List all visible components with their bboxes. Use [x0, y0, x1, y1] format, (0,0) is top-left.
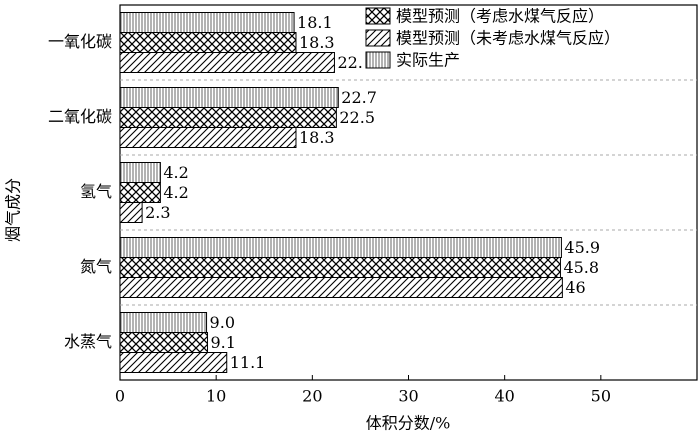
- legend-label: 实际生产: [396, 51, 460, 70]
- legend-label: 模型预测（未考虑水煤气反应）: [396, 29, 620, 48]
- data-label: 45.9: [564, 238, 600, 257]
- data-label: 2.3: [145, 203, 170, 222]
- bar: [119, 277, 563, 298]
- data-label: 18.3: [299, 33, 335, 52]
- bar: [119, 52, 335, 73]
- y-tick-label: 二氧化碳: [48, 107, 112, 126]
- y-tick-label: 氢气: [80, 182, 112, 201]
- legend-swatch: [365, 7, 391, 25]
- bar: [119, 312, 208, 333]
- y-tick-label: 一氧化碳: [48, 32, 112, 51]
- bar: [119, 182, 161, 203]
- bar: [119, 87, 339, 108]
- x-tick-label: 20: [302, 387, 322, 406]
- bar: [119, 352, 228, 373]
- bar: [119, 202, 143, 223]
- data-label: 4.2: [163, 183, 188, 202]
- data-label: 4.2: [163, 163, 188, 182]
- data-label: 22.5: [339, 108, 375, 127]
- data-label: 22.7: [341, 88, 377, 107]
- data-label: 9.0: [210, 313, 235, 332]
- y-tick-label: 水蒸气: [64, 332, 112, 351]
- legend-swatch: [365, 51, 391, 69]
- x-axis-title: 体积分数/%: [366, 414, 451, 433]
- bar: [119, 332, 209, 353]
- data-label: 46: [565, 278, 585, 297]
- legend-swatch: [365, 29, 391, 47]
- bar: [119, 257, 561, 278]
- bar: [119, 107, 337, 128]
- data-label: 45.8: [563, 258, 599, 277]
- bar: [119, 32, 297, 53]
- data-label: 18.1: [297, 13, 333, 32]
- x-tick-label: 0: [115, 387, 125, 406]
- x-tick-label: 10: [206, 387, 226, 406]
- legend-label: 模型预测（考虑水煤气反应）: [396, 7, 604, 26]
- bar: [119, 127, 297, 148]
- x-tick-label: 30: [398, 387, 418, 406]
- bar: [119, 162, 161, 183]
- legend-box: [362, 6, 696, 74]
- x-tick-label: 50: [591, 387, 611, 406]
- data-label: 11.1: [230, 353, 266, 372]
- y-tick-label: 氮气: [80, 257, 112, 276]
- bar: [119, 237, 562, 258]
- bar: [119, 12, 295, 33]
- data-label: 9.1: [211, 333, 236, 352]
- y-axis-title: 烟气成分: [4, 178, 23, 242]
- data-label: 18.3: [299, 128, 335, 147]
- x-tick-label: 40: [494, 387, 514, 406]
